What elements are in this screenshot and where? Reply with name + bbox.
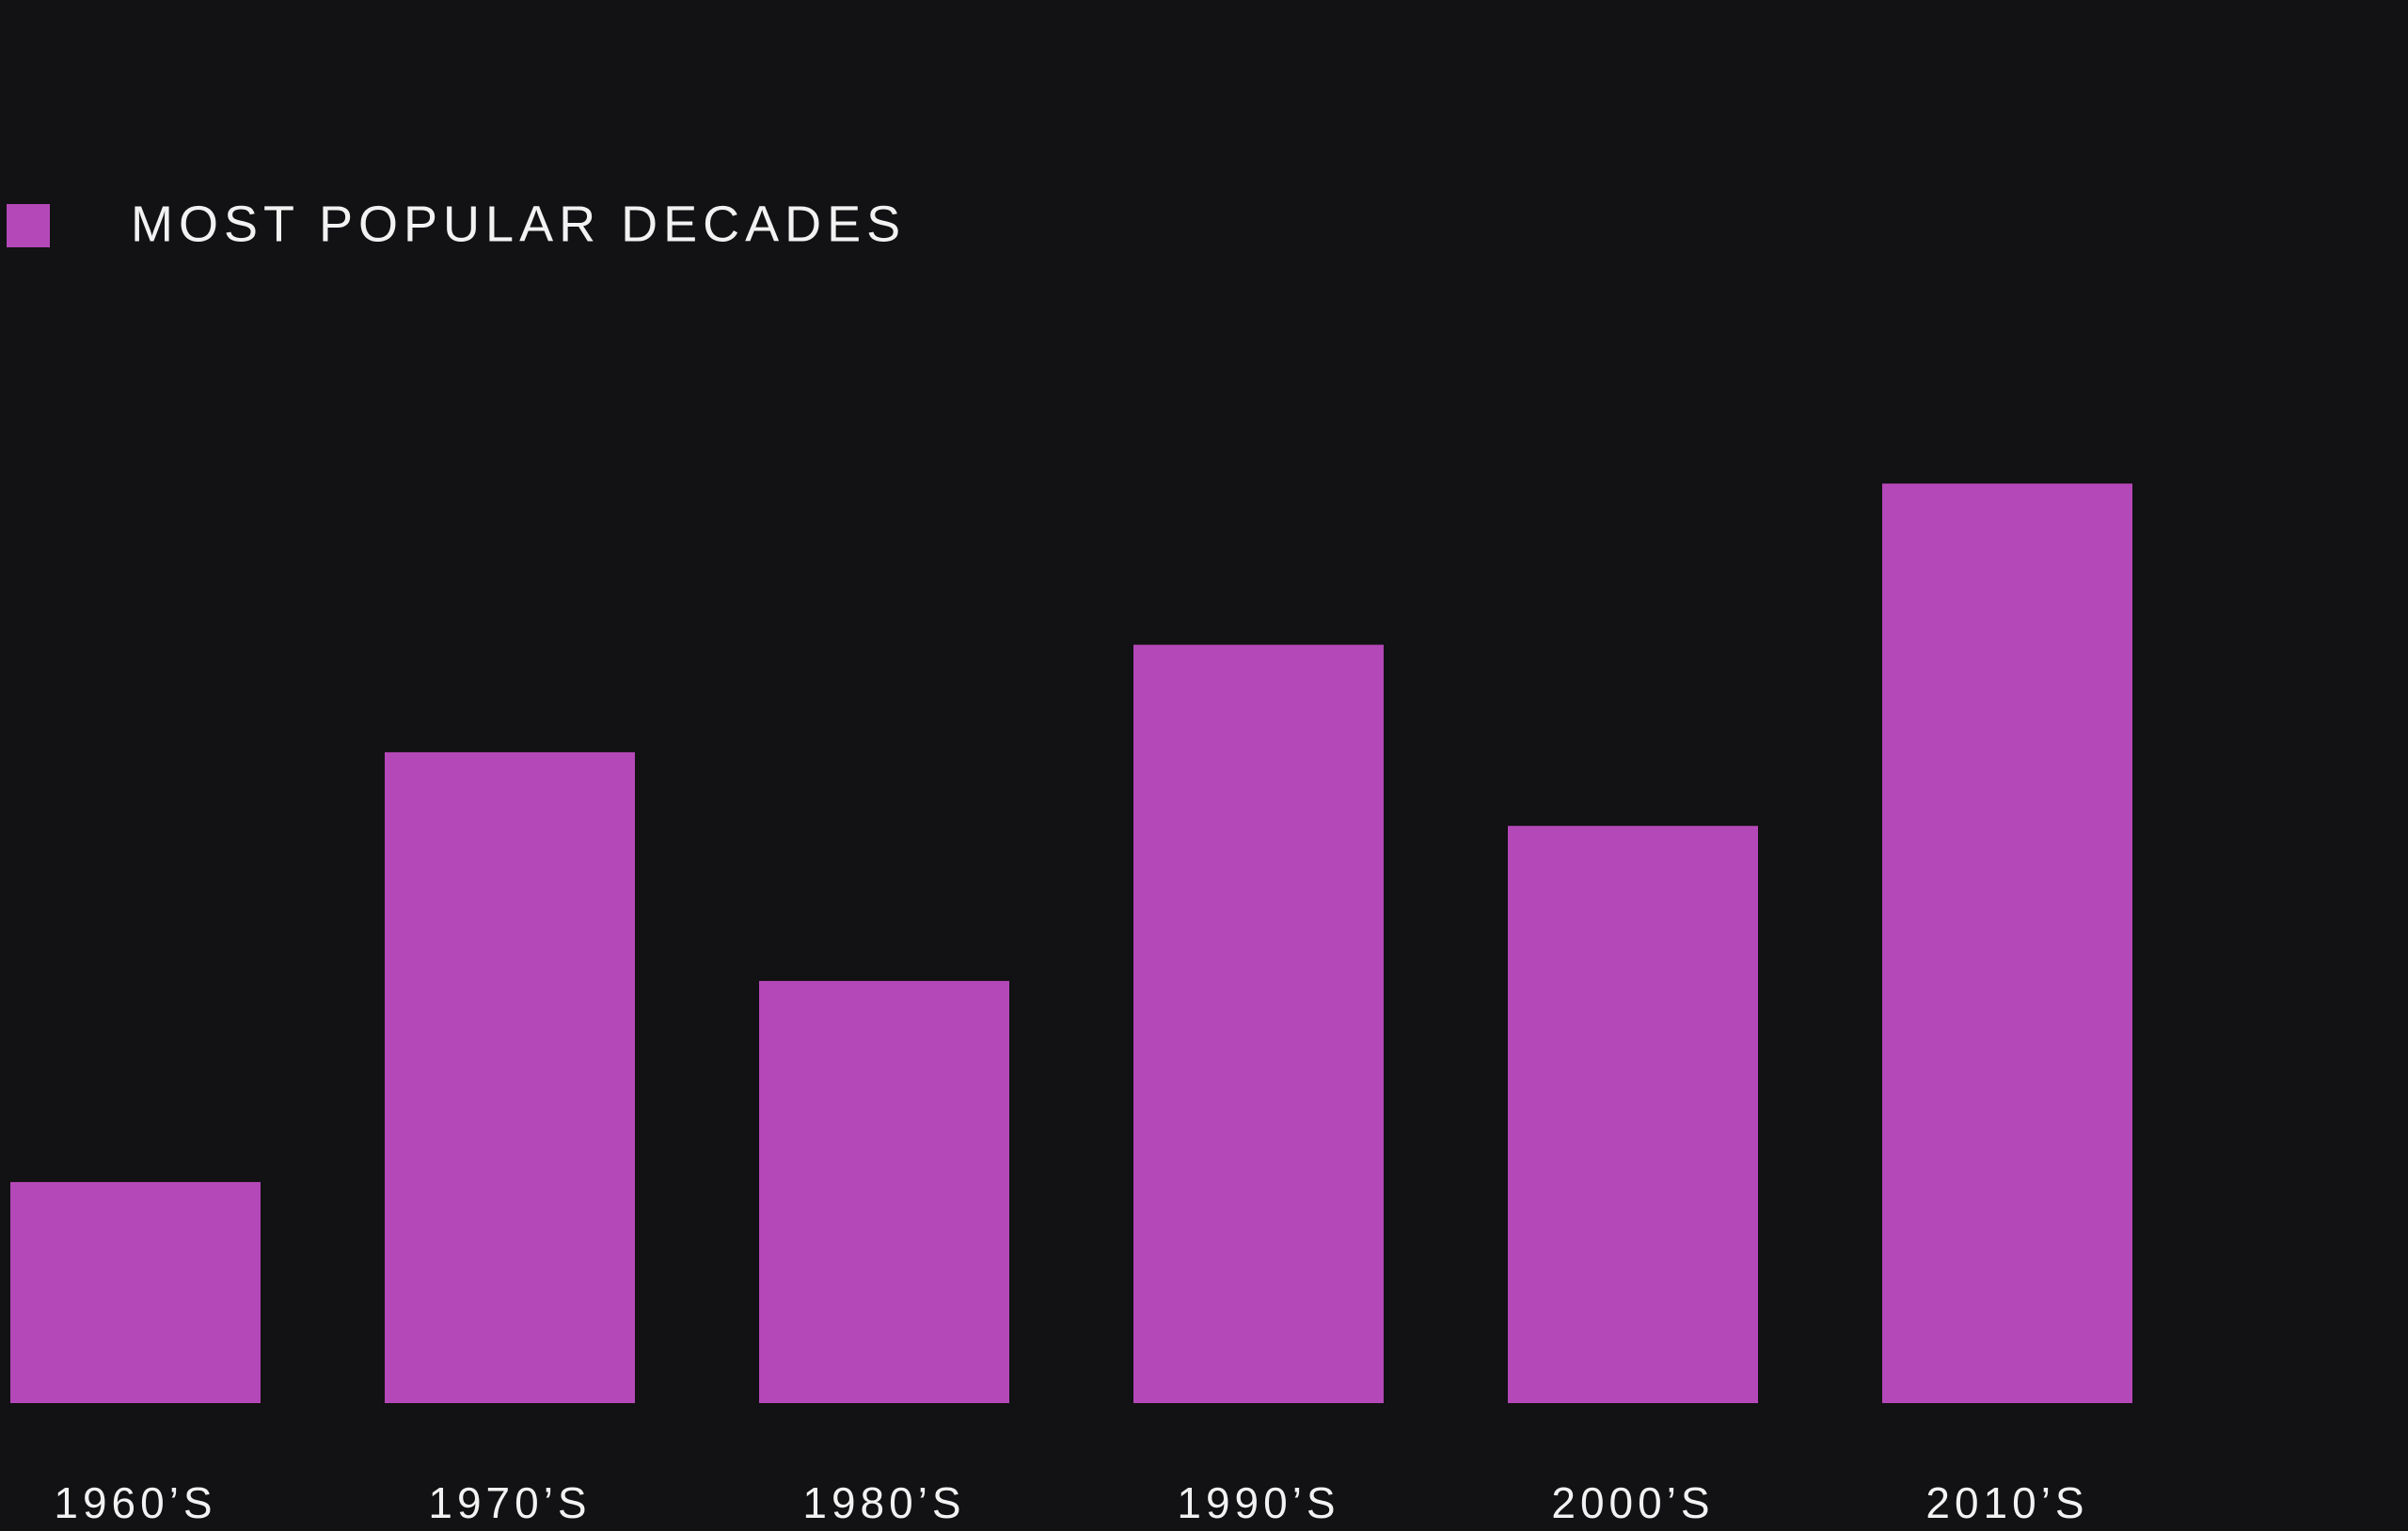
legend-swatch (7, 204, 50, 247)
bar (759, 981, 1009, 1403)
x-tick-label: 1970’S (428, 1478, 591, 1527)
x-tick-label: 1960’S (54, 1478, 216, 1527)
x-tick-label: 2010’S (1925, 1478, 2088, 1527)
x-tick-label: 1990’S (1177, 1478, 1339, 1527)
bar (1882, 483, 2132, 1403)
x-tick-label: 1980’S (802, 1478, 965, 1527)
legend-label: MOST POPULAR DECADES (131, 196, 906, 252)
bar (1133, 644, 1384, 1403)
bar (10, 1181, 261, 1403)
bar (1508, 826, 1758, 1403)
bar (385, 751, 635, 1403)
x-tick-label: 2000’S (1551, 1478, 1714, 1527)
legend: MOST POPULAR DECADES (7, 196, 906, 252)
